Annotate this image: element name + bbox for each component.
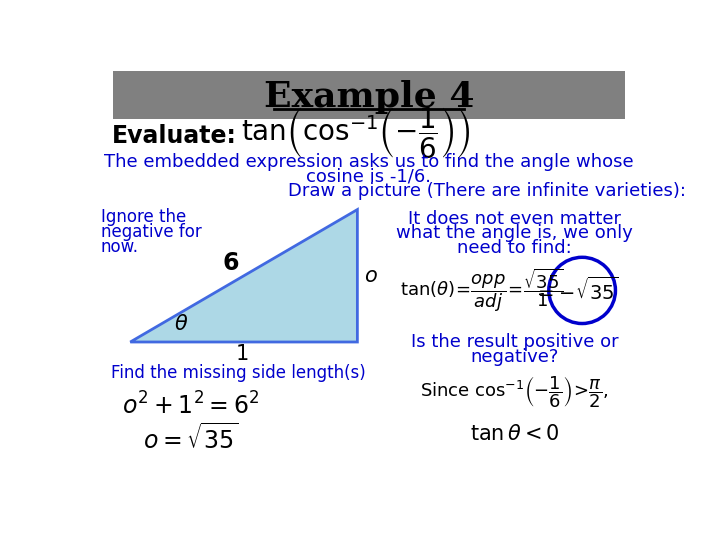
Text: It does not even matter: It does not even matter [408, 210, 621, 228]
Text: negative?: negative? [470, 348, 559, 366]
Polygon shape [130, 210, 357, 342]
Text: Since $\cos^{-1}\!\left(-\dfrac{1}{6}\right)\!>\!\dfrac{\pi}{2},$: Since $\cos^{-1}\!\left(-\dfrac{1}{6}\ri… [420, 374, 609, 410]
Text: $\tan\theta < 0$: $\tan\theta < 0$ [469, 424, 559, 444]
Text: $o$: $o$ [364, 266, 378, 286]
Text: Example 4: Example 4 [264, 80, 474, 114]
Bar [113, 71, 625, 119]
Text: $=\!-\!\sqrt{35}$: $=\!-\!\sqrt{35}$ [534, 277, 618, 304]
Text: now.: now. [101, 238, 139, 255]
Text: Draw a picture (There are infinite varieties):: Draw a picture (There are infinite varie… [287, 182, 685, 200]
Text: Ignore the: Ignore the [101, 208, 186, 226]
Text: $\tan\!\left(\theta\right)\!=\!\dfrac{opp}{adj}\!=\!\dfrac{\sqrt{35}}{1}$: $\tan\!\left(\theta\right)\!=\!\dfrac{op… [400, 267, 563, 314]
Text: The embedded expression asks us to find the angle whose: The embedded expression asks us to find … [104, 153, 634, 171]
Text: Evaluate:: Evaluate: [112, 124, 237, 147]
Text: what the angle is, we only: what the angle is, we only [396, 225, 633, 242]
Text: 1: 1 [235, 345, 248, 364]
Text: need to find:: need to find: [457, 239, 572, 257]
Text: $o^2 + 1^2 = 6^2$: $o^2 + 1^2 = 6^2$ [122, 392, 259, 420]
Text: $\theta$: $\theta$ [174, 314, 188, 334]
Text: $\tan\!\left(\cos^{-1}\!\left(-\dfrac{1}{6}\right)\right)$: $\tan\!\left(\cos^{-1}\!\left(-\dfrac{1}… [241, 105, 471, 160]
Text: $o = \sqrt{35}$: $o = \sqrt{35}$ [143, 423, 238, 454]
Text: 6: 6 [222, 252, 239, 275]
Text: Find the missing side length(s): Find the missing side length(s) [112, 364, 366, 382]
Text: negative for: negative for [101, 223, 202, 241]
Text: cosine is -1/6.: cosine is -1/6. [307, 167, 431, 185]
Text: Is the result positive or: Is the result positive or [411, 333, 618, 351]
